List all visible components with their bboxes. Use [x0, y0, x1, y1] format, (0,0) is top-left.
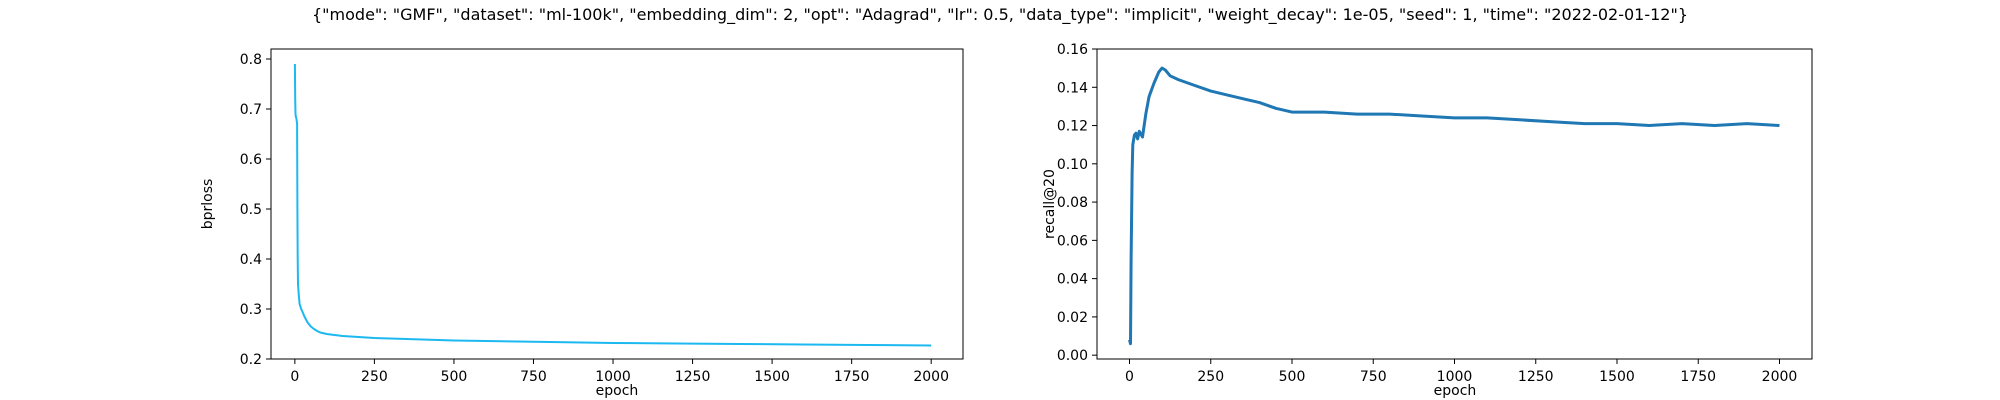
loss-chart-y-axis-label: bprloss — [200, 179, 216, 230]
recall-chart-x-ticks: 0 250 500 750 1000 1250 1500 1750 2000 — [1125, 359, 1797, 385]
recall-chart-y-tick-label: 0.10 — [1057, 157, 1088, 173]
recall-chart-x-tick-label: 500 — [1279, 369, 1306, 385]
recall-chart-x-tick-label: 2000 — [1762, 369, 1798, 385]
recall-chart-x-tick-label: 750 — [1360, 369, 1387, 385]
loss-chart-y-tick-label: 0.6 — [240, 152, 262, 168]
loss-chart-x-tick-label: 250 — [361, 369, 388, 385]
loss-chart-x-ticks: 0 250 500 750 1000 1250 1500 1750 2000 — [290, 359, 949, 385]
recall-chart-y-tick-label: 0.00 — [1057, 348, 1088, 364]
loss-chart-x-tick-label: 500 — [441, 369, 468, 385]
recall-chart-y-tick-label: 0.14 — [1057, 80, 1088, 96]
loss-chart-x-tick-label: 1750 — [834, 369, 870, 385]
recall-chart-x-tick-label: 1000 — [1437, 369, 1473, 385]
recall-chart-x-tick-label: 1500 — [1599, 369, 1635, 385]
loss-chart-y-tick-label: 0.5 — [240, 202, 262, 218]
loss-chart-y-tick-label: 0.8 — [240, 52, 262, 68]
recall-chart-y-tick-label: 0.04 — [1057, 272, 1088, 288]
recall-chart-x-axis-label: epoch — [1434, 383, 1477, 399]
recall-chart-x-tick-label: 1750 — [1680, 369, 1716, 385]
recall-chart: 0 250 500 750 1000 1250 1500 1750 2000 0.000.020… — [1042, 42, 1813, 399]
recall-chart-x-tick-label: 0 — [1125, 369, 1134, 385]
loss-chart-marks — [293, 63, 932, 347]
loss-chart-x-tick-label: 2000 — [913, 369, 949, 385]
recall-chart-y-tick-label: 0.16 — [1057, 42, 1088, 58]
loss-chart-y-tick-label: 0.7 — [240, 102, 262, 118]
loss-chart: 0 250 500 750 1000 1250 1500 1750 2000 0.2 0.3 0.4… — [200, 48, 964, 399]
recall-chart-x-tick-label: 250 — [1197, 369, 1224, 385]
loss-chart-x-tick-label: 1500 — [754, 369, 790, 385]
loss-chart-frame — [270, 48, 964, 360]
loss-chart-x-tick-label: 0 — [290, 369, 299, 385]
recall-chart-series-line — [1128, 66, 1780, 346]
recall-chart-y-tick-label: 0.12 — [1057, 119, 1088, 135]
loss-chart-y-ticks: 0.2 0.3 0.4 0.5 0.6 0.7 0.8 — [240, 52, 271, 368]
loss-chart-x-axis-label: epoch — [596, 383, 639, 399]
loss-chart-x-tick-label: 750 — [520, 369, 547, 385]
recall-chart-marks — [1128, 66, 1780, 346]
recall-chart-y-axis-label: recall@20 — [1042, 169, 1058, 239]
recall-chart-frame — [1096, 48, 1813, 360]
figure-title: {"mode": "GMF", "dataset": "ml-100k", "e… — [312, 5, 1688, 25]
loss-chart-x-tick-label: 1000 — [595, 369, 631, 385]
loss-chart-series-line — [293, 63, 932, 347]
loss-chart-y-tick-label: 0.4 — [240, 252, 262, 268]
loss-chart-y-tick-label: 0.2 — [240, 352, 262, 368]
recall-chart-y-tick-label: 0.08 — [1057, 195, 1088, 211]
loss-chart-x-tick-label: 1250 — [675, 369, 711, 385]
loss-chart-y-tick-label: 0.3 — [240, 302, 262, 318]
recall-chart-y-tick-label: 0.06 — [1057, 233, 1088, 249]
recall-chart-x-tick-label: 1250 — [1518, 369, 1554, 385]
recall-chart-y-ticks: 0.00 0.02 0.04 0.06 0.08 0.10 0.12 0.14 0.16 — [1057, 42, 1097, 364]
recall-chart-y-tick-label: 0.02 — [1057, 310, 1088, 326]
